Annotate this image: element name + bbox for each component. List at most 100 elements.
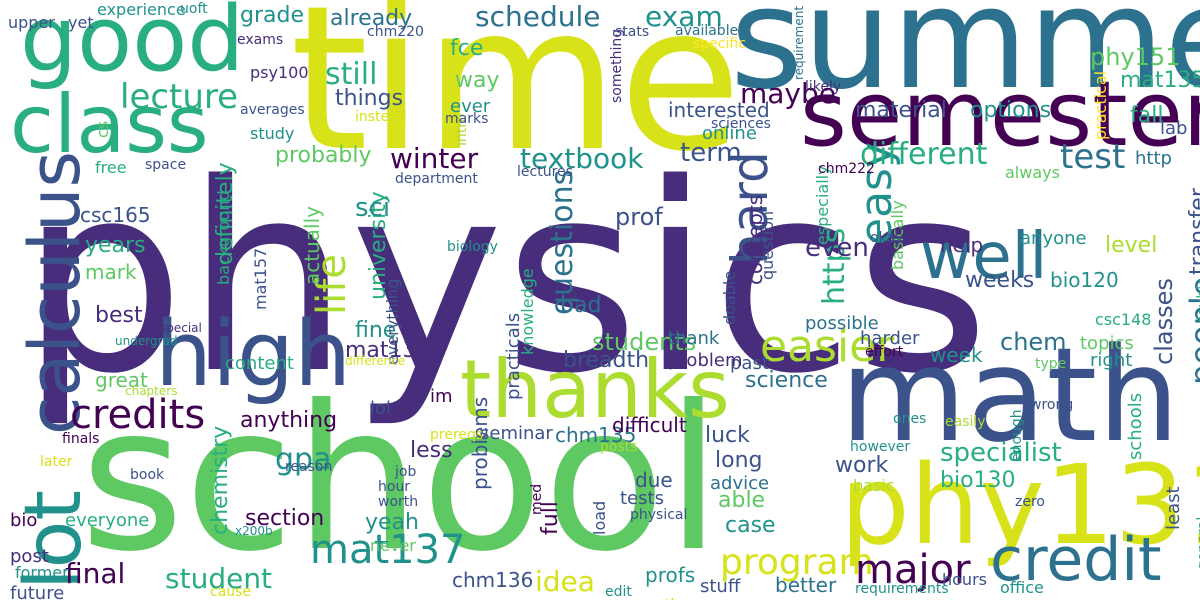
word-bio130: bio130	[940, 468, 1016, 493]
word-thank: thank	[668, 328, 720, 349]
word-upper: upper	[8, 13, 55, 32]
word-hours: hours	[942, 570, 987, 589]
word-idea: idea	[535, 565, 595, 598]
word-transfer: transfer	[1186, 188, 1200, 275]
word-students: students	[592, 328, 697, 356]
word-already: already	[330, 6, 413, 31]
word-luck: luck	[705, 423, 750, 448]
word-yet: yet	[68, 13, 94, 32]
word-experience: experience	[97, 0, 186, 19]
word-averages: averages	[240, 102, 305, 118]
word-material: material	[855, 98, 947, 123]
word-enough: enough	[1009, 409, 1025, 462]
word-practicals: practicals	[503, 312, 524, 400]
word-credits: credits	[70, 392, 206, 438]
word-worth: worth	[378, 494, 419, 510]
word-csc148: csc148	[1095, 310, 1152, 329]
word-harder: harder	[860, 328, 920, 349]
word-background: background	[214, 190, 233, 285]
word-requirements: requirements	[855, 581, 949, 597]
word-good: good	[20, 0, 245, 92]
word-book: book	[130, 467, 165, 483]
word-type: type	[1035, 356, 1067, 372]
word-bad: bad	[560, 293, 602, 318]
word-undergrad: undergrad	[115, 334, 178, 348]
word-different: different	[860, 137, 988, 172]
word-fce: fce	[450, 36, 484, 61]
word-later: later	[40, 454, 73, 470]
word-requirement: requirement	[792, 5, 806, 80]
word-however: however	[850, 439, 911, 455]
word-fall: fall	[1130, 103, 1164, 128]
word-general: general	[1195, 516, 1200, 570]
word-help: help	[940, 233, 984, 257]
word-advice: advice	[710, 473, 770, 494]
word-im: im	[430, 386, 453, 407]
word-way: way	[455, 68, 500, 93]
word-schedule: schedule	[475, 0, 601, 33]
word-edit: edit	[605, 584, 632, 600]
word-psy100: psy100	[250, 63, 309, 82]
word-posts: posts	[600, 439, 638, 455]
word-always: always	[1005, 163, 1060, 182]
word-easily: easily	[945, 414, 986, 430]
word-difference: difference	[345, 354, 406, 368]
word-double: double	[1195, 277, 1200, 325]
word-topics: topics	[1080, 333, 1134, 354]
word-class: class	[10, 78, 209, 171]
word-chem: chem	[1000, 328, 1067, 356]
word-seminar: seminar	[480, 423, 553, 444]
word-load: load	[590, 500, 609, 535]
word-time: time	[290, 0, 742, 196]
word-summer: summer	[730, 0, 1200, 121]
word-science: science	[745, 368, 828, 393]
word-test: test	[1060, 137, 1126, 177]
word-mat135: mat135	[1120, 68, 1200, 93]
word-finals: finals	[62, 431, 100, 447]
word-anyone: anyone	[1020, 228, 1087, 249]
word-gpa: gpa	[275, 442, 332, 477]
word-bio120: bio120	[1050, 268, 1119, 292]
word-available: available	[675, 23, 739, 39]
word-still: still	[325, 57, 378, 92]
word-less: less	[410, 438, 453, 463]
word-lol: lol	[370, 398, 392, 419]
word-chapters: chapters	[125, 384, 178, 398]
word-program: program	[720, 542, 874, 583]
word-major: major	[855, 547, 971, 593]
word-mat137: mat137	[310, 527, 466, 573]
word-week: week	[930, 343, 983, 367]
word-exams: exams	[237, 32, 284, 48]
word-doable: doable	[720, 270, 739, 325]
word-able: able	[718, 488, 766, 513]
word-mat136: mat136	[345, 338, 431, 363]
word-stuff: stuff	[700, 576, 741, 597]
word-former: former	[15, 563, 69, 582]
word-section: section	[245, 506, 325, 531]
word-chm222: chm222	[818, 161, 875, 177]
word-specific: specific	[693, 36, 746, 52]
word-yeah: yeah	[365, 510, 419, 535]
word-cause: cause	[210, 584, 252, 600]
word-free: free	[95, 158, 127, 177]
word-textbook: textbook	[520, 142, 644, 175]
word-likely: likely	[805, 79, 842, 95]
word-wrong: wrong	[1030, 397, 1074, 413]
word-thanks: thanks	[460, 343, 730, 436]
word-mat157: mat157	[251, 247, 270, 310]
word-reason: reason	[285, 459, 333, 475]
word-well: well	[920, 220, 1048, 294]
word-term: term	[680, 138, 742, 168]
word-study: study	[250, 124, 295, 143]
word-lab: lab	[1160, 118, 1188, 139]
word-med: med	[529, 483, 545, 515]
word-level: level	[1105, 233, 1158, 258]
word-schools: schools	[1125, 392, 1146, 460]
word-semester: semester	[800, 62, 1200, 167]
word-better: better	[775, 573, 837, 597]
word-ever: ever	[450, 96, 491, 117]
word-chemistry: chemistry	[208, 425, 233, 535]
word-problem: problem	[668, 350, 743, 371]
word-credit: credit	[990, 525, 1162, 595]
